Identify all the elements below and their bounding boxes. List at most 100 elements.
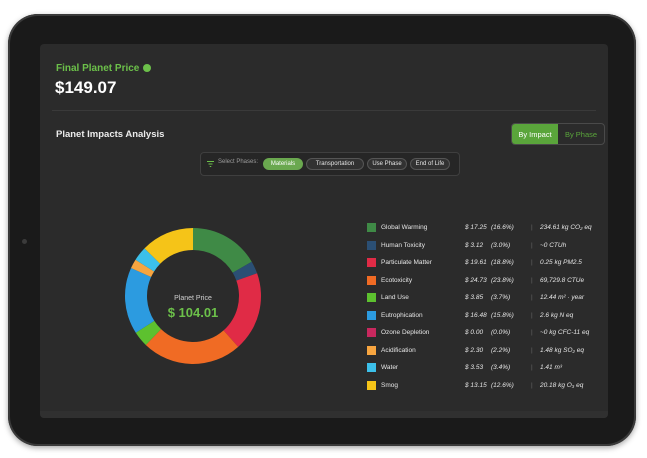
legend-row: Human Toxicity $ 3.12 (3.0%) | ~0 CTUh	[367, 240, 607, 252]
section-title: Planet Impacts Analysis	[56, 129, 165, 140]
legend-separator: |	[531, 294, 533, 301]
legend-row: Global Warming $ 17.25 (16.6%) | 234.61 …	[367, 222, 607, 234]
legend-unit: 234.61 kg CO₂ eq	[540, 224, 592, 231]
legend-unit: 20.18 kg O₃ eq	[540, 381, 584, 389]
donut-slice-particulate-matter	[223, 273, 261, 347]
legend-unit: 69,729.8 CTUe	[540, 276, 585, 284]
legend-unit: 2.6 kg N eq	[540, 311, 574, 319]
legend-separator: |	[531, 364, 533, 371]
legend-row: Land Use $ 3.85 (3.7%) | 12.44 m² · year	[367, 292, 607, 304]
legend-percent: (3.7%)	[491, 294, 511, 301]
legend-separator: |	[531, 346, 533, 354]
legend-name: Human Toxicity	[381, 241, 425, 249]
legend-separator: |	[531, 381, 533, 389]
legend-unit: 0.25 kg PM2.5	[540, 259, 582, 266]
legend-swatch	[367, 240, 376, 250]
legend-name: Water	[381, 364, 399, 371]
legend-value: $ 19.61	[465, 259, 487, 266]
legend-separator: |	[531, 329, 533, 336]
legend-row: Ecotoxicity $ 24.73 (23.8%) | 69,729.8 C…	[367, 275, 607, 287]
legend-separator: |	[531, 259, 533, 266]
legend-value: $ 24.73	[465, 276, 487, 284]
legend-row: Eutrophication $ 16.48 (15.8%) | 2.6 kg …	[367, 310, 607, 322]
divider	[52, 110, 596, 111]
legend-unit: ~0 CTUh	[540, 241, 567, 249]
legend-percent: (3.4%)	[491, 364, 511, 371]
phase-chip-end-of-life[interactable]: End of Life	[410, 158, 450, 170]
legend-percent: (12.6%)	[491, 381, 514, 389]
legend-separator: |	[531, 241, 533, 249]
legend-value: $ 17.25	[465, 224, 487, 231]
donut-slice-land-use	[135, 320, 162, 345]
legend-percent: (0.0%)	[491, 329, 511, 336]
donut-slice-global-warming	[193, 228, 252, 273]
leaf-icon	[143, 64, 152, 72]
donut-slice-water	[135, 248, 161, 272]
legend-name: Eutrophication	[381, 311, 423, 319]
donut-slice-smog	[144, 228, 193, 264]
app-screen: Final Planet Price $149.07 Planet Impact…	[40, 44, 608, 418]
phase-chip-materials[interactable]: Materials	[263, 158, 303, 170]
by-impact-button[interactable]: By Impact	[512, 124, 558, 144]
legend-name: Ozone Depletion	[381, 329, 430, 336]
legend-unit: 12.44 m² · year	[540, 294, 585, 301]
legend-percent: (3.0%)	[491, 241, 511, 249]
legend-percent: (15.8%)	[491, 311, 514, 319]
legend-row: Smog $ 13.15 (12.6%) | 20.18 kg O₃ eq	[367, 380, 607, 392]
legend-percent: (2.2%)	[491, 346, 511, 354]
donut-slice-human-toxicity	[232, 261, 258, 281]
impact-donut-chart	[125, 228, 261, 364]
phase-chip-transportation[interactable]: Transportation	[306, 158, 364, 170]
legend-percent: (16.6%)	[491, 224, 514, 231]
legend-swatch	[367, 223, 376, 232]
filter-icon	[207, 161, 214, 167]
planet-price-value: $ 104.01	[167, 305, 219, 320]
legend-swatch	[367, 310, 376, 320]
legend-separator: |	[531, 224, 533, 231]
legend-swatch	[367, 380, 376, 390]
legend-row: Acidification $ 2.30 (2.2%) | 1.48 kg SO…	[367, 345, 607, 357]
legend-value: $ 3.53	[465, 364, 484, 371]
legend-swatch	[367, 293, 376, 302]
final-price-header: Final Planet Price	[56, 63, 152, 74]
legend-name: Ecotoxicity	[381, 276, 413, 284]
legend-value: $ 3.85	[465, 294, 484, 301]
planet-price-label: Planet Price	[174, 295, 212, 302]
legend-value: $ 3.12	[465, 241, 484, 249]
legend-percent: (18.8%)	[491, 259, 514, 266]
view-toggle: By Impact By Phase	[511, 123, 605, 145]
legend-value: $ 0.00	[465, 329, 484, 336]
legend-row: Water $ 3.53 (3.4%) | 1.41 m³	[367, 362, 607, 374]
donut-slice-acidification	[131, 259, 155, 278]
final-price-label: Final Planet Price	[56, 63, 140, 74]
legend-value: $ 13.15	[465, 381, 487, 389]
legend-percent: (23.8%)	[491, 276, 514, 284]
legend-unit: 1.48 kg SO₂ eq	[540, 346, 585, 354]
donut-slice-eutrophication	[125, 268, 155, 333]
bottom-bar	[40, 411, 608, 418]
donut-slice-ecotoxicity	[145, 329, 239, 364]
phase-label: Select Phases:	[218, 159, 259, 165]
legend-name: Land Use	[381, 294, 409, 301]
by-phase-button[interactable]: By Phase	[564, 129, 598, 139]
legend-swatch	[367, 363, 376, 372]
legend-value: $ 16.48	[465, 311, 487, 319]
legend-name: Acidification	[381, 346, 416, 354]
camera	[22, 239, 27, 244]
phase-selector: Select Phases: Materials Transportation …	[200, 152, 460, 176]
legend-name: Smog	[381, 381, 398, 389]
legend-row: Ozone Depletion $ 0.00 (0.0%) | ~0 kg CF…	[367, 327, 607, 339]
phase-chip-use-phase[interactable]: Use Phase	[367, 158, 407, 170]
legend-swatch	[367, 275, 376, 285]
legend-separator: |	[531, 276, 533, 284]
legend-row: Particulate Matter $ 19.61 (18.8%) | 0.2…	[367, 257, 607, 269]
legend-swatch	[367, 345, 376, 355]
legend-value: $ 2.30	[465, 346, 484, 354]
legend-separator: |	[531, 311, 533, 319]
legend-name: Global Warming	[381, 224, 428, 231]
legend-swatch	[367, 328, 376, 337]
legend-swatch	[367, 258, 376, 267]
final-price-value: $149.07	[55, 78, 117, 97]
legend-unit: ~0 kg CFC-11 eq	[540, 329, 590, 336]
legend-name: Particulate Matter	[381, 259, 432, 266]
